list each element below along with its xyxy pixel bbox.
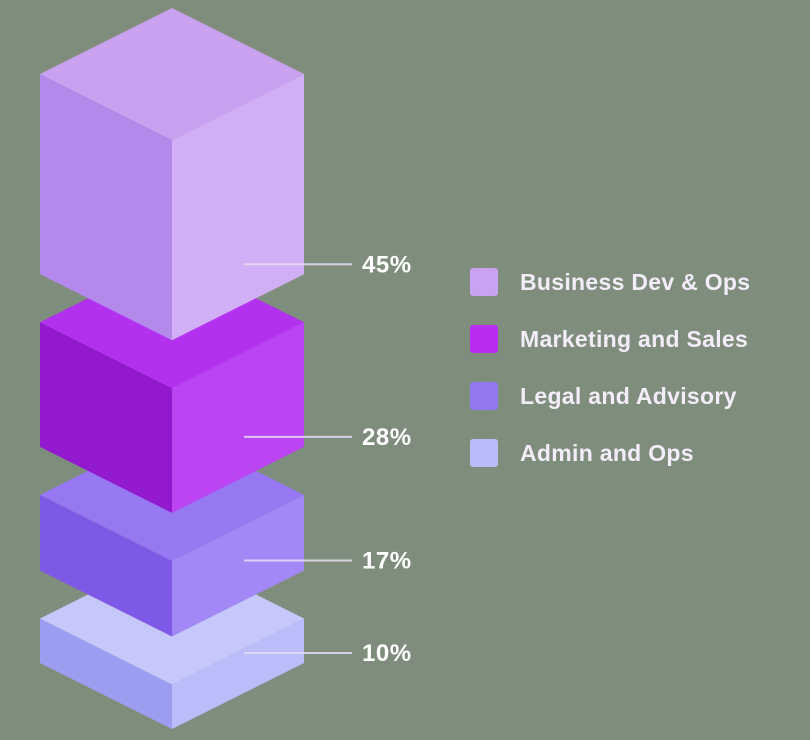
value-label-2: 17% — [362, 548, 412, 575]
segment-3-left-face — [40, 618, 172, 729]
legend-item-admin-and-ops: Admin and Ops — [470, 439, 750, 467]
legend-label-marketing-and-sales: Marketing and Sales — [520, 325, 749, 352]
segment-0-left-face — [40, 74, 172, 341]
legend-label-business-dev-ops: Business Dev & Ops — [520, 268, 751, 295]
legend-item-legal-and-advisory: Legal and Advisory — [470, 382, 750, 410]
segment-0-top-face — [40, 8, 304, 140]
legend-swatch-legal-and-advisory — [470, 382, 498, 410]
segment-0-right-face — [172, 74, 304, 341]
segment-3-right-face — [172, 618, 304, 729]
value-label-0: 45% — [362, 251, 412, 278]
segment-2-right-face — [172, 494, 304, 637]
legend-swatch-business-dev-ops — [470, 268, 498, 296]
legend-label-admin-and-ops: Admin and Ops — [520, 439, 694, 466]
segment-1-right-face — [172, 322, 304, 513]
bar-segment-0 — [40, 8, 304, 341]
legend-item-business-dev-ops: Business Dev & Ops — [470, 268, 750, 296]
legend: Business Dev & Ops Marketing and Sales L… — [470, 268, 750, 496]
segment-2-left-face — [40, 494, 172, 637]
legend-swatch-marketing-and-sales — [470, 325, 498, 353]
value-label-3: 10% — [362, 640, 412, 667]
legend-item-marketing-and-sales: Marketing and Sales — [470, 325, 750, 353]
legend-label-legal-and-advisory: Legal and Advisory — [520, 382, 737, 409]
legend-swatch-admin-and-ops — [470, 439, 498, 467]
segment-1-left-face — [40, 322, 172, 513]
value-label-1: 28% — [362, 424, 412, 451]
